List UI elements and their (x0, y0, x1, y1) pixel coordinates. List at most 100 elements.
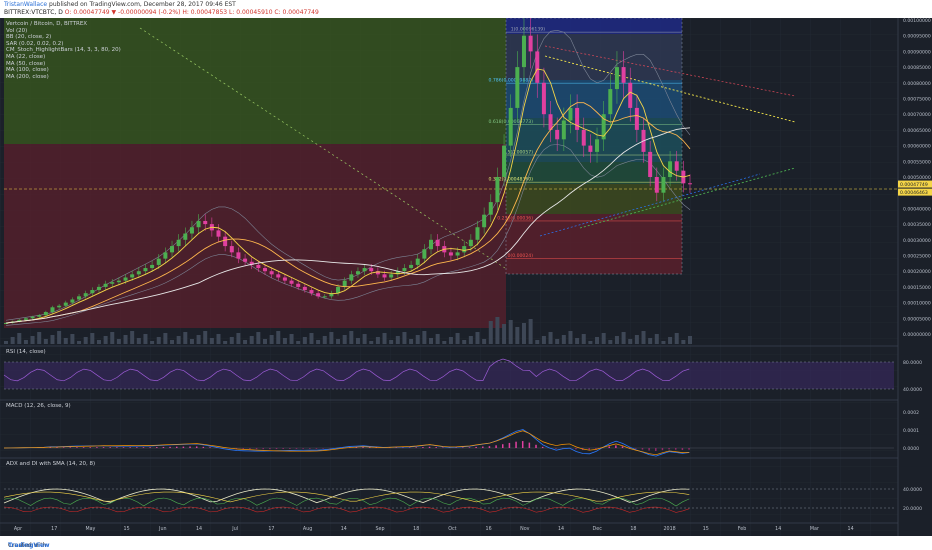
volume-bar (269, 335, 274, 344)
volume-bar (608, 340, 613, 344)
macd-histogram-bar (69, 447, 72, 448)
macd-histogram-bar (189, 446, 191, 448)
volume-bar (614, 336, 619, 344)
volume-bar (83, 337, 88, 344)
candle-body (375, 271, 380, 275)
volume-bar (521, 323, 526, 344)
volume-bar (435, 334, 440, 344)
volume-bar (422, 331, 427, 344)
price-tag-label: 0.00046463 (900, 190, 928, 196)
volume-bar (375, 337, 380, 344)
rsi-axis-label: 80.0000 (903, 360, 922, 366)
candle-body (389, 274, 394, 278)
candle-body (435, 239, 440, 247)
volume-bar (581, 334, 586, 344)
price-axis-label: 0.00000000 (903, 332, 931, 338)
legend-indicator[interactable]: Vol (20) (6, 27, 28, 34)
legend-indicator[interactable]: MA (50, close) (6, 60, 46, 67)
candle-body (674, 161, 679, 171)
volume-bar (482, 339, 487, 344)
legend-indicator[interactable]: MA (100, close) (6, 67, 49, 74)
volume-bar (462, 340, 467, 344)
legend-indicator[interactable]: CM_Stoch_HighlightBars (14, 3, 3, 80, 20… (6, 47, 121, 54)
volume-bar (183, 332, 188, 344)
bb-lower-line (5, 144, 691, 326)
volume-bar (515, 327, 520, 344)
macd-histogram-bar (142, 447, 145, 448)
candle-body (409, 264, 414, 269)
candle-body (30, 316, 35, 319)
macd-histogram-bar (468, 447, 471, 448)
adx-pane-label[interactable]: ADX and DI with SMA (14, 20, 8) (6, 461, 96, 467)
volume-bar (229, 337, 234, 344)
author-link[interactable]: TristanWallace (4, 1, 48, 8)
fib-zone-red2 (506, 214, 682, 274)
price-axis-label: 0.00095000 (903, 34, 931, 40)
candle-body (216, 230, 221, 237)
macd-histogram-bar (482, 446, 484, 448)
ohlc-text: O: 0.00047749 ▼ -0.00000094 (-0.2%) H: 0… (64, 9, 319, 16)
volume-bar (96, 340, 101, 344)
time-axis-label: 15 (703, 526, 709, 532)
volume-bar (336, 339, 341, 344)
time-axis-label: 17 (51, 526, 57, 532)
macd-histogram-bar (235, 448, 238, 449)
time-axis-label: Nov (520, 526, 530, 532)
candle-body (276, 274, 281, 278)
volume-bar (674, 333, 679, 344)
time-axis-label: 14 (196, 526, 202, 532)
time-axis: Apr 17 May 15 Jun 14 Jul 17 Aug 14 Sep 18 Oct 16 Nov 14… (14, 526, 854, 532)
volume-bar (648, 338, 653, 344)
adx-axis-label: 40.0000 (903, 487, 922, 493)
volume-bar (209, 338, 214, 344)
time-axis-label: 14 (558, 526, 564, 532)
volume-bar (203, 331, 208, 344)
macd-histogram-bar (182, 446, 185, 448)
macd-histogram-bar (289, 448, 291, 449)
price-axis-label: 0.00050000 (903, 175, 931, 181)
legend-indicator[interactable]: MA (200, close) (6, 73, 49, 80)
chart-legend: Vertcoin / Bitcoin, D, BITTREX Vol (20) … (6, 21, 121, 80)
macd-histogram-bar (521, 441, 524, 448)
volume-bar (70, 334, 75, 344)
time-axis-label: Mar (810, 526, 819, 532)
price-axis-label: 0.00090000 (903, 49, 931, 55)
macd-histogram-bar (96, 447, 98, 448)
candle-body (634, 107, 639, 130)
rsi-line (3, 358, 690, 382)
ma-50-line (5, 102, 691, 324)
macd-histogram-bar (688, 448, 690, 450)
price-axis-label: 0.00060000 (903, 144, 931, 150)
price-axis: 0.00100000 0.00095000 0.00090000 0.00085000… (903, 18, 931, 338)
tradingview-logo[interactable]: TradingView (8, 542, 50, 549)
volume-bar (4, 341, 8, 344)
rsi-pane-label[interactable]: RSI (14, close) (6, 349, 46, 355)
macd-pane-label[interactable]: MACD (12, 26, close, 9) (6, 403, 71, 409)
volume-bar (475, 332, 480, 344)
candle-body (595, 139, 600, 152)
macd-histogram-bar (282, 448, 284, 449)
candle-body (661, 177, 666, 193)
legend-indicator[interactable]: BB (20, close, 2) (6, 34, 52, 41)
macd-histogram-bar (275, 448, 278, 450)
price-axis-label: 0.00065000 (903, 128, 931, 134)
candle-body (688, 183, 692, 185)
volume-bar (448, 337, 453, 344)
price-chart[interactable]: 1(0.00096139)0.786(0.00079887)0.618(0.00… (0, 17, 932, 536)
macd-histogram-bar (541, 446, 544, 448)
volume-bar (455, 333, 460, 344)
volume-bar (508, 320, 513, 344)
candle-body (355, 271, 360, 275)
chart-area[interactable]: 1(0.00096139)0.786(0.00079887)0.618(0.00… (0, 17, 932, 536)
macd-line (3, 429, 690, 457)
candle-body (150, 264, 155, 269)
volume-bar (23, 340, 28, 344)
macd-histogram-bar (149, 447, 151, 448)
volume-bar (568, 331, 573, 344)
legend-indicator[interactable]: MA (22, close) (6, 53, 46, 60)
macd-histogram-bar (435, 447, 437, 448)
time-axis-label: 18 (630, 526, 636, 532)
legend-indicator[interactable]: SAR (0.02, 0.02, 0.2) (6, 40, 64, 47)
candle-body (189, 227, 194, 234)
volume-bar (495, 317, 500, 344)
